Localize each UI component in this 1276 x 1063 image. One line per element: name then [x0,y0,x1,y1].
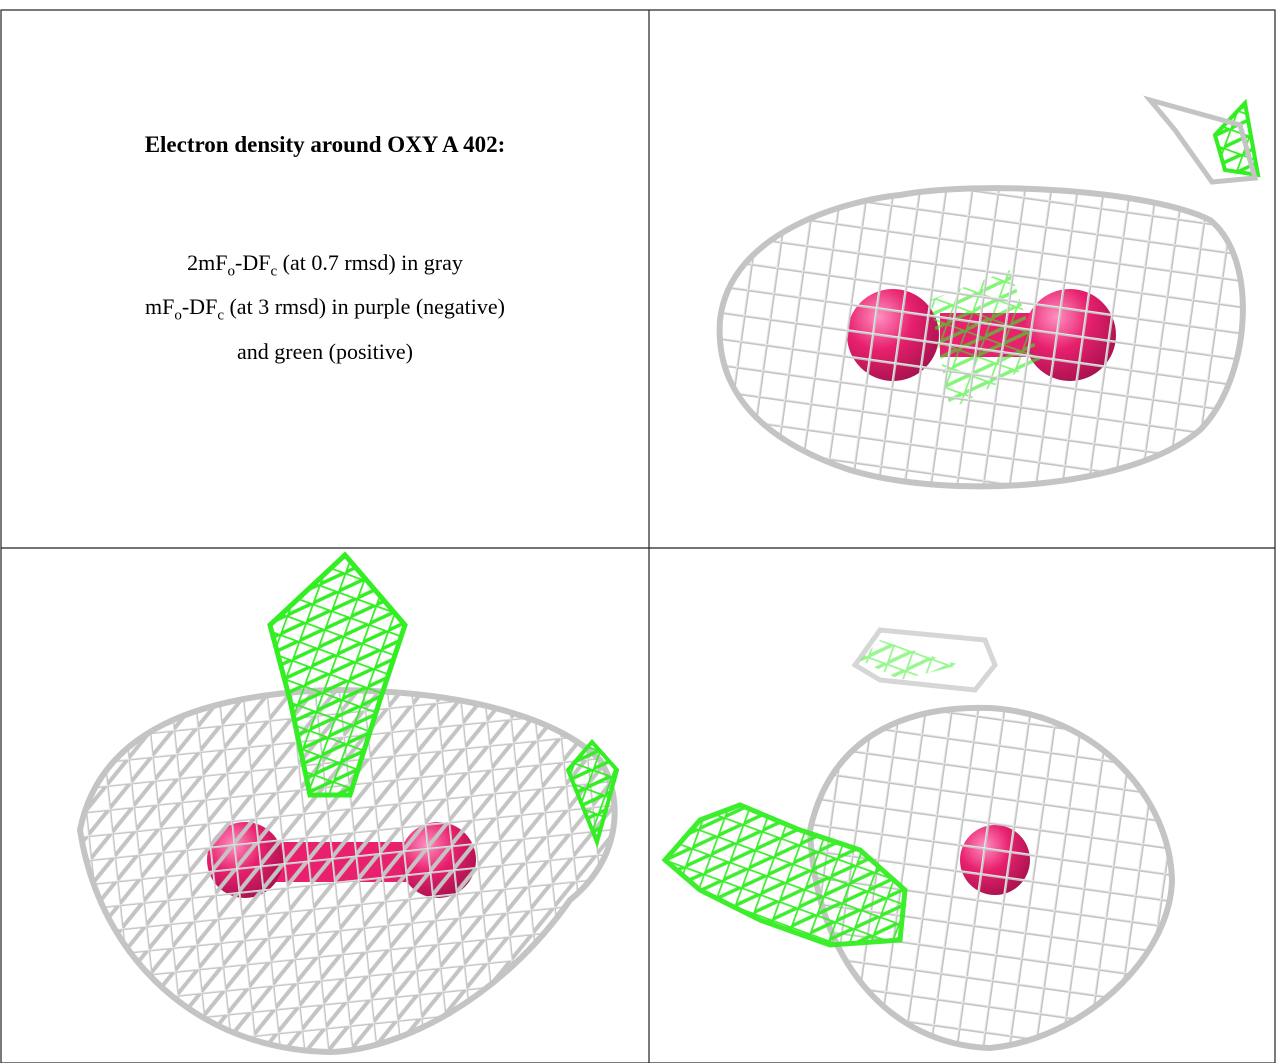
caption-line: mFo-DFc (at 3 rmsd) in purple (negative) [1,289,649,333]
subscript: o [174,307,182,324]
caption-text: 2mF [187,250,228,275]
caption-text: and green (positive) [237,338,413,364]
caption-lines: 2mFo-DFc (at 0.7 rmsd) in gray mFo-DFc (a… [1,245,649,369]
caption-title: Electron density around OXY A 402: [144,132,506,157]
density-view-1 [716,95,1261,490]
subscript: c [270,263,278,280]
caption-text: mF [145,294,175,320]
caption-text: (at 0.7 rmsd) in gray [277,250,463,275]
density-view-3 [661,627,1176,1052]
caption-text: (at 3 rmsd) in purple (negative) [223,294,505,320]
caption-line: 2mFo-DFc (at 0.7 rmsd) in gray [1,245,649,289]
table-frame [0,9,1276,1063]
caption-text: -DF [181,294,218,320]
caption-line: and green (positive) [1,334,649,369]
density-view-2 [76,551,620,1056]
subscript: o [227,263,236,280]
subscript: c [217,307,224,324]
caption-text: -DF [235,250,271,275]
